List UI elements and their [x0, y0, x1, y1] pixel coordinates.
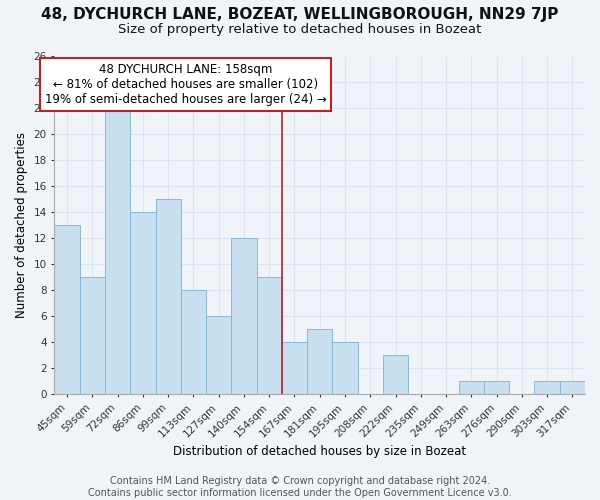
Bar: [206, 316, 231, 394]
Bar: [181, 290, 206, 395]
Bar: [155, 200, 181, 394]
Bar: [257, 278, 282, 394]
Bar: [282, 342, 307, 394]
Text: 48 DYCHURCH LANE: 158sqm
← 81% of detached houses are smaller (102)
19% of semi-: 48 DYCHURCH LANE: 158sqm ← 81% of detach…: [45, 63, 326, 106]
Bar: [307, 330, 332, 394]
Bar: [80, 278, 105, 394]
Bar: [535, 382, 560, 394]
Bar: [231, 238, 257, 394]
Y-axis label: Number of detached properties: Number of detached properties: [15, 132, 28, 318]
Text: Size of property relative to detached houses in Bozeat: Size of property relative to detached ho…: [118, 22, 482, 36]
Bar: [484, 382, 509, 394]
Bar: [383, 356, 408, 395]
Bar: [130, 212, 155, 394]
Text: Contains HM Land Registry data © Crown copyright and database right 2024.
Contai: Contains HM Land Registry data © Crown c…: [88, 476, 512, 498]
Text: 48, DYCHURCH LANE, BOZEAT, WELLINGBOROUGH, NN29 7JP: 48, DYCHURCH LANE, BOZEAT, WELLINGBOROUG…: [41, 8, 559, 22]
X-axis label: Distribution of detached houses by size in Bozeat: Distribution of detached houses by size …: [173, 444, 466, 458]
Bar: [332, 342, 358, 394]
Bar: [560, 382, 585, 394]
Bar: [55, 226, 80, 394]
Bar: [458, 382, 484, 394]
Bar: [105, 108, 130, 395]
